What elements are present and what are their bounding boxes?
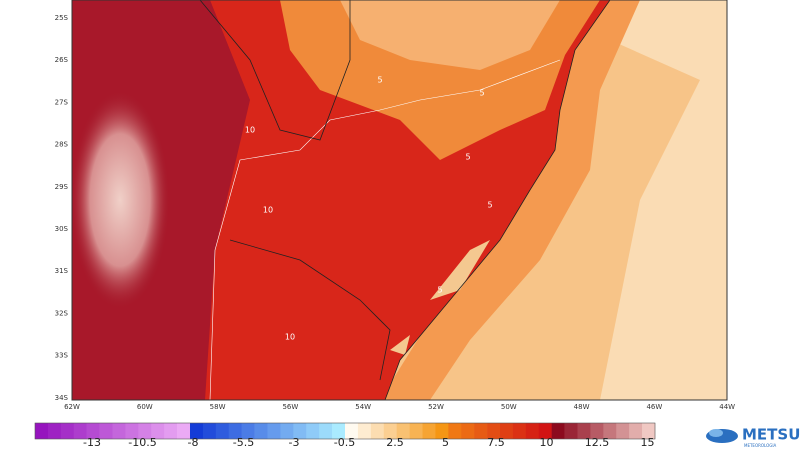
logo-name: METSUL [742, 426, 800, 444]
lon-label: 46W [646, 403, 662, 411]
colorbar-cell [357, 423, 372, 439]
lon-label: 50W [501, 403, 517, 411]
lon-label: 52W [428, 403, 444, 411]
colorbar-cell [177, 423, 191, 439]
lon-label: 62W [64, 403, 80, 411]
contour-label: 5 [487, 201, 492, 210]
colorbar-cell [202, 423, 217, 439]
contour-label: 10 [285, 333, 295, 342]
colorbar-cell [512, 423, 527, 439]
colorbar-cell [448, 423, 462, 439]
colorbar-label: -3 [289, 436, 300, 449]
colorbar-cell [280, 423, 294, 439]
colorbar-cell [112, 423, 126, 439]
colorbar-label: -13 [83, 436, 101, 449]
lon-label: 48W [574, 403, 590, 411]
logo: METSUL METEOROLOGIA [706, 426, 800, 448]
colorbar-cell [164, 423, 178, 439]
lat-label: 25S [55, 14, 69, 22]
colorbar-cell [345, 423, 359, 439]
colorbar-cell [435, 423, 449, 439]
colorbar-cell [616, 423, 630, 439]
colorbar-cell [422, 423, 436, 439]
contour-label: 5 [479, 89, 484, 98]
lon-label: 60W [137, 403, 153, 411]
colorbar-cell [215, 423, 230, 439]
lat-label: 33S [55, 352, 69, 360]
colorbar-cell [86, 423, 100, 439]
colorbar-cell [99, 423, 113, 439]
colorbar-label: 12.5 [585, 436, 610, 449]
lat-label: 31S [55, 267, 69, 275]
contour-label: 5 [437, 286, 442, 295]
colorbar-cell [487, 423, 501, 439]
map-frame [71, 0, 728, 401]
colorbar-label: 7.5 [487, 436, 505, 449]
lat-label: 28S [55, 141, 69, 149]
lon-label: 44W [719, 403, 735, 411]
lon-label: 56W [282, 403, 298, 411]
lat-label: 27S [55, 98, 69, 106]
colorbar-label: -0.5 [334, 436, 355, 449]
lon-label: 58W [210, 403, 226, 411]
logo-tagline: METEOROLOGIA [744, 443, 777, 448]
colorbar-label: 15 [641, 436, 655, 449]
colorbar-cell [47, 423, 62, 439]
colorbar-label: -10.5 [128, 436, 156, 449]
colorbar-cell [306, 423, 320, 439]
colorbar-cell [228, 423, 242, 439]
colorbar-cell [332, 423, 346, 439]
colorbar-cell [267, 423, 281, 439]
lon-label: 54W [355, 403, 371, 411]
map [72, 0, 727, 400]
colorbar-label: -8 [188, 436, 199, 449]
contour-label: 5 [377, 76, 382, 85]
colorbar-cell [577, 423, 591, 439]
colorbar-cell [319, 423, 333, 439]
colorbar: -13 -10.5 -8 -5.5 -3 -0.5 2.5 5 7.5 10 12.5 15 [34, 422, 656, 449]
colorbar-cell [396, 423, 410, 439]
colorbar-label: 2.5 [386, 436, 404, 449]
colorbar-cell [551, 423, 565, 439]
lat-label: 34S [55, 394, 69, 402]
colorbar-cell [60, 423, 75, 439]
colorbar-cell [370, 423, 385, 439]
colorbar-cell [383, 423, 397, 439]
colorbar-cell [293, 423, 307, 439]
colorbar-cell [241, 423, 255, 439]
colorbar-cell [35, 423, 49, 439]
lat-label: 30S [55, 225, 69, 233]
colorbar-cell [409, 423, 423, 439]
lat-label: 32S [55, 309, 69, 317]
contour-label: 5 [465, 153, 470, 162]
colorbar-cell [564, 423, 578, 439]
colorbar-cell [151, 423, 165, 439]
colorbar-cell [190, 423, 204, 439]
colorbar-label: 5 [442, 436, 449, 449]
colorbar-label: 10 [540, 436, 554, 449]
colorbar-cell [525, 423, 540, 439]
colorbar-cell [254, 423, 268, 439]
lat-label: 29S [55, 183, 69, 191]
lat-label: 26S [55, 56, 69, 64]
colorbar-cell [629, 423, 643, 439]
contour-label: 10 [263, 206, 273, 215]
colorbar-cell [125, 423, 139, 439]
colorbar-cell [461, 423, 475, 439]
colorbar-cell [538, 423, 552, 439]
colorbar-cell [590, 423, 604, 439]
colorbar-cell [603, 423, 617, 439]
colorbar-cell [642, 423, 656, 439]
colorbar-cell [474, 423, 488, 439]
colorbar-frame [34, 422, 656, 440]
colorbar-label: -5.5 [233, 436, 254, 449]
colorbar-cell [73, 423, 87, 439]
contour-label: 10 [245, 126, 255, 135]
colorbar-cell [138, 423, 152, 439]
colorbar-cell [500, 423, 514, 439]
